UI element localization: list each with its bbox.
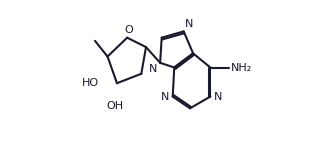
- Text: N: N: [149, 64, 157, 74]
- Text: OH: OH: [107, 101, 124, 111]
- Text: N: N: [161, 92, 169, 102]
- Text: HO: HO: [82, 78, 99, 88]
- Text: NH₂: NH₂: [231, 62, 252, 73]
- Text: N: N: [185, 19, 193, 29]
- Text: O: O: [124, 25, 133, 35]
- Text: N: N: [214, 92, 222, 102]
